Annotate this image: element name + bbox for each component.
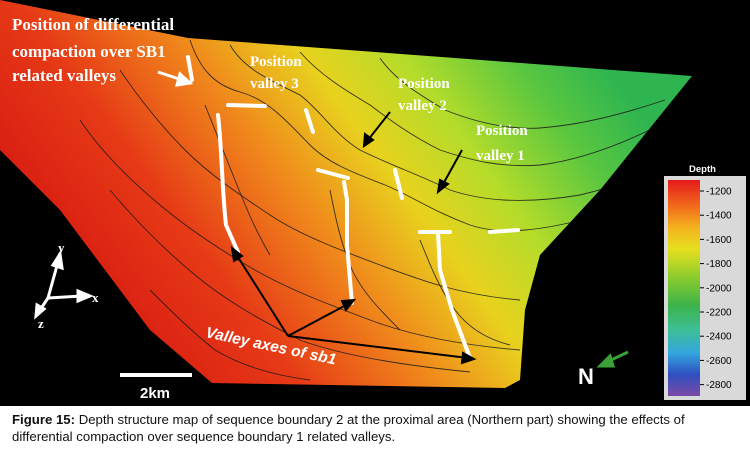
black-arrows: [230, 111, 477, 365]
legend-tick-label: -1800: [706, 259, 732, 270]
legend-color-ramp: [668, 180, 700, 396]
compaction-mark-v3: [226, 103, 267, 108]
figure-caption: Figure 15: Depth structure map of sequen…: [12, 411, 742, 445]
legend-tick-label: -2000: [706, 283, 732, 294]
axis-x-label: x: [92, 290, 99, 305]
legend-tick-label: -1200: [706, 187, 732, 198]
scale-bar-label: 2km: [140, 385, 170, 402]
valley3-label-line2: valley 3: [250, 76, 299, 92]
north-label: N: [578, 364, 594, 389]
compaction-mark-v2b: [393, 168, 404, 200]
depth-structure-map: Position of differential compaction over…: [0, 0, 750, 406]
valley2-label-line2: valley 2: [398, 98, 447, 114]
legend-tick-label: -2200: [706, 308, 732, 319]
north-arrow-icon: [596, 350, 629, 368]
axis-z-label: z: [38, 316, 44, 331]
compaction-mark-top: [186, 55, 194, 82]
legend-title: Depth: [689, 164, 716, 175]
valley3-label-line1: Position: [250, 54, 302, 70]
axis-y-label: y: [58, 240, 65, 255]
valley-3-line: [216, 113, 240, 254]
compaction-mark-v2: [316, 168, 350, 180]
compaction-mark-v1b: [488, 228, 520, 234]
depth-legend: Depth -1200 -1400 -1600 -1800 -2000 -2200 -240…: [664, 164, 746, 400]
valley-2-line: [342, 180, 354, 305]
valley1-label-line1: Position: [476, 123, 528, 139]
legend-tick-label: -2800: [706, 380, 732, 391]
caption-label: Figure 15:: [12, 412, 76, 427]
compaction-mark-v3b: [304, 108, 315, 134]
compaction-label-line3: related valleys: [12, 66, 116, 85]
legend-tick-label: -1400: [706, 211, 732, 222]
axis-indicator: y x z: [34, 240, 99, 331]
legend-tick-label: -2400: [706, 332, 732, 343]
valley-axis-lines: [186, 55, 520, 360]
compaction-label-line2: compaction over SB1: [12, 42, 166, 61]
valley2-label-line1: Position: [398, 76, 450, 92]
valley1-label-line2: valley 1: [476, 148, 525, 164]
legend-tick-label: -1600: [706, 235, 732, 246]
valley-1-line: [436, 230, 472, 360]
caption-text: Depth structure map of sequence boundary…: [12, 412, 685, 444]
compaction-label-line1: Position of differential: [12, 15, 174, 34]
legend-tick-label: -2600: [706, 356, 732, 367]
compaction-arrow: [157, 70, 194, 87]
